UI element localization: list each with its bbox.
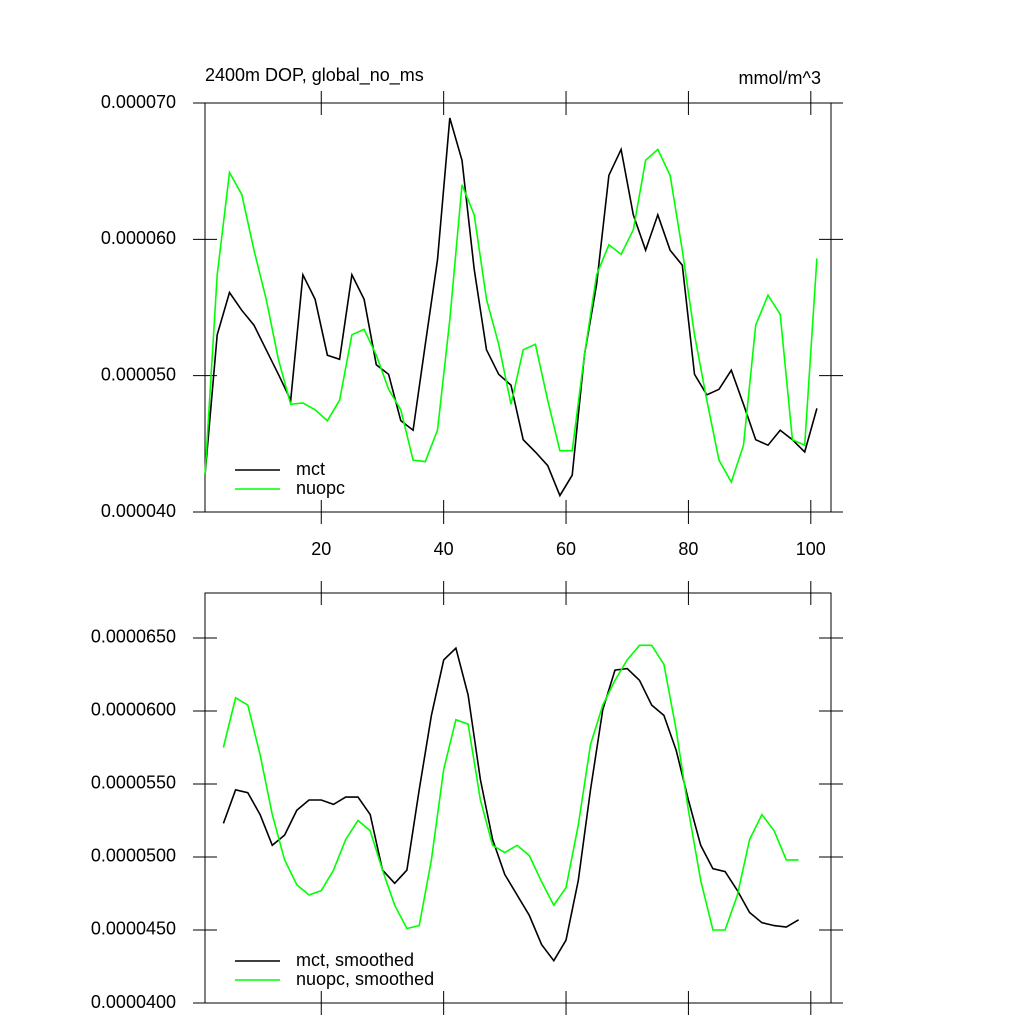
y-tick-label: 0.0000600 [91,700,176,720]
y-tick-label: 0.000040 [101,501,176,521]
units-label: mmol/m^3 [739,68,821,88]
y-tick-label: 0.000060 [101,228,176,248]
y-tick-label: 0.000050 [101,364,176,384]
plot-frame [204,102,832,513]
series-line [222,646,800,963]
y-tick-label: 0.0000500 [91,846,176,866]
plot-frame [204,592,832,1004]
legend-label: nuopc [296,478,345,498]
series-line [222,644,799,931]
x-tick-label: 40 [434,539,454,559]
chart-title: 2400m DOP, global_no_ms [205,65,424,86]
x-tick-label: 80 [678,539,698,559]
y-tick-label: 0.0000650 [91,627,176,647]
x-tick-label: 100 [796,539,826,559]
legend-label: nuopc, smoothed [296,969,434,989]
x-tick-label: 60 [556,539,576,559]
y-tick-label: 0.000070 [101,92,176,112]
y-tick-label: 0.0000400 [91,992,176,1012]
legend-label: mct, smoothed [296,950,414,970]
x-tick-label: 20 [311,539,331,559]
series-line [204,148,818,484]
legend-label: mct [296,459,325,479]
y-tick-label: 0.0000450 [91,919,176,939]
series-line [204,117,818,498]
y-tick-label: 0.0000550 [91,773,176,793]
